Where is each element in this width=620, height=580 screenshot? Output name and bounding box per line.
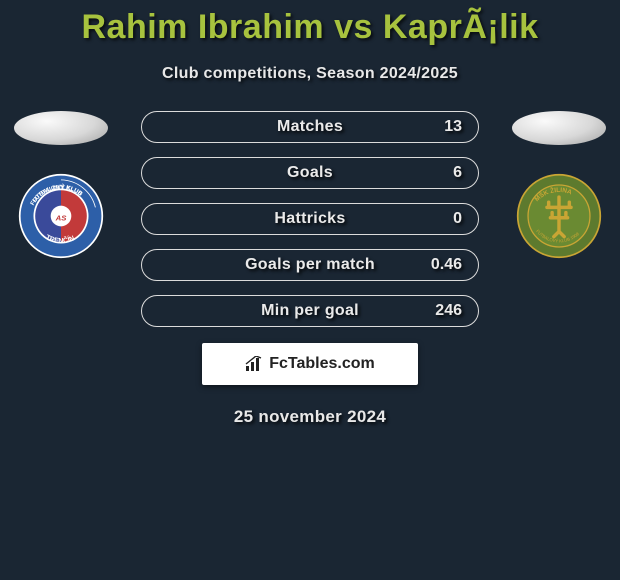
club1-logo: AS FUTBALOVÝ KLUB FUTBALOVÝ KLUB TRENČÍN: [18, 173, 104, 259]
main-area: AS FUTBALOVÝ KLUB FUTBALOVÝ KLUB TRENČÍN: [0, 111, 620, 427]
comparison-card: Rahim Ibrahim vs KaprÃ¡lik Club competit…: [0, 0, 620, 427]
svg-text:AS: AS: [55, 213, 68, 222]
stat-label: Matches: [277, 118, 343, 136]
stat-row-goals-per-match: Goals per match 0.46: [141, 249, 479, 281]
page-title: Rahim Ibrahim vs KaprÃ¡lik: [0, 8, 620, 47]
stat-rows: Matches 13 Goals 6 Hattricks 0 Goals per…: [141, 111, 479, 327]
stat-label: Min per goal: [261, 302, 359, 320]
subtitle: Club competitions, Season 2024/2025: [0, 65, 620, 83]
stat-value: 13: [444, 118, 462, 136]
stat-row-min-per-goal: Min per goal 246: [141, 295, 479, 327]
brand-label: FcTables.com: [269, 355, 375, 373]
stat-value: 0: [453, 210, 462, 228]
brand-text: FcTables.com: [245, 355, 375, 373]
stat-value: 0.46: [431, 256, 462, 274]
club2-logo: MŠK ŽILINA FUTBALOVÝ KLUB 1908: [516, 173, 602, 259]
stat-value: 246: [435, 302, 462, 320]
stat-row-hattricks: Hattricks 0: [141, 203, 479, 235]
stat-label: Hattricks: [274, 210, 345, 228]
stat-value: 6: [453, 164, 462, 182]
brand-box[interactable]: FcTables.com: [202, 343, 418, 385]
stat-row-goals: Goals 6: [141, 157, 479, 189]
player1-avatar: [14, 111, 108, 145]
player2-avatar: [512, 111, 606, 145]
chart-icon: [245, 356, 265, 372]
date-text: 25 november 2024: [0, 407, 620, 427]
stat-row-matches: Matches 13: [141, 111, 479, 143]
stat-label: Goals: [287, 164, 333, 182]
stat-label: Goals per match: [245, 256, 375, 274]
